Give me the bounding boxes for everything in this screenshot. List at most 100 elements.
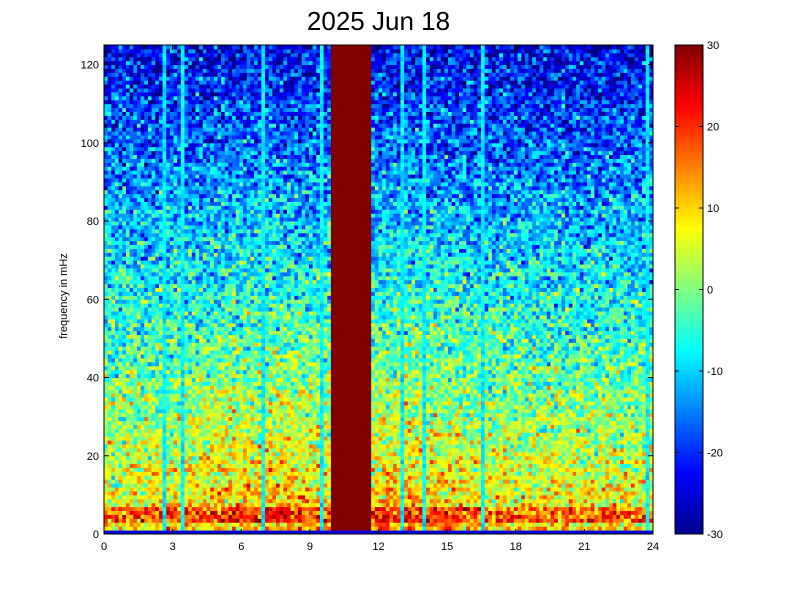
heatmap-cell (133, 381, 138, 386)
heatmap-cell (228, 178, 233, 183)
heatmap-cell (228, 154, 233, 159)
heatmap-cell (213, 181, 218, 187)
heatmap-cell (118, 68, 123, 73)
heatmap-cell (221, 393, 226, 398)
heatmap-cell (162, 84, 167, 89)
heatmap-cell (188, 354, 193, 359)
heatmap-cell (213, 467, 218, 472)
heatmap-cell (232, 463, 237, 468)
heatmap-cell (191, 217, 196, 222)
heatmap-cell (246, 432, 251, 437)
heatmap-cell (184, 228, 189, 234)
heatmap-cell (162, 416, 167, 422)
heatmap-cell (111, 244, 116, 249)
heatmap-cell (169, 498, 175, 504)
heatmap-cell (210, 80, 215, 85)
heatmap-cell (173, 209, 178, 214)
heatmap-cell (122, 60, 127, 66)
heatmap-cell (104, 330, 109, 335)
heatmap-cell (228, 213, 233, 218)
heatmap-cell (180, 291, 186, 296)
heatmap-cell (114, 455, 120, 461)
heatmap-cell (169, 350, 175, 355)
heatmap-cell (235, 440, 240, 445)
heatmap-cell (206, 432, 211, 437)
heatmap-cell (111, 84, 116, 89)
heatmap-cell (169, 88, 175, 93)
heatmap-cell (206, 170, 211, 175)
heatmap-cell (188, 260, 193, 265)
heatmap-cell (158, 52, 164, 58)
heatmap-cell (235, 377, 240, 382)
heatmap-cell (184, 408, 189, 414)
heatmap-cell (224, 412, 229, 418)
heatmap-cell (202, 483, 207, 488)
heatmap-cell (169, 76, 175, 81)
heatmap-cell (125, 221, 131, 226)
heatmap-cell (136, 365, 142, 371)
heatmap-cell (217, 88, 222, 93)
heatmap-cell (195, 404, 200, 410)
heatmap-cell (169, 95, 175, 101)
heatmap-cell (221, 530, 226, 535)
heatmap-cell (206, 189, 211, 195)
heatmap-cell (169, 91, 175, 97)
heatmap-cell (173, 95, 178, 101)
heatmap-cell (177, 455, 182, 461)
heatmap-cell (210, 76, 215, 81)
heatmap-cell (243, 111, 248, 116)
heatmap-cell (217, 221, 222, 226)
heatmap-cell (125, 326, 131, 332)
heatmap-cell (144, 467, 149, 472)
heatmap-cell (147, 256, 153, 261)
heatmap-cell (166, 99, 171, 105)
heatmap-cell (166, 166, 171, 171)
heatmap-cell (202, 475, 207, 480)
heatmap-cell (206, 275, 211, 281)
heatmap-cell (107, 283, 112, 289)
heatmap-cell (114, 400, 120, 406)
heatmap-cell (147, 228, 153, 234)
heatmap-cell (169, 248, 175, 253)
heatmap-cell (199, 107, 204, 112)
heatmap-cell (125, 142, 131, 148)
heatmap-cell (188, 408, 193, 414)
heatmap-cell (177, 111, 182, 116)
heatmap-cell (151, 365, 156, 371)
heatmap-cell (104, 99, 109, 105)
heatmap-cell (243, 475, 248, 480)
heatmap-cell (125, 154, 131, 159)
heatmap-cell (195, 209, 200, 214)
heatmap-cell (166, 393, 171, 398)
heatmap-cell (202, 80, 207, 85)
heatmap-cell (239, 221, 244, 226)
heatmap-cell (210, 197, 215, 202)
heatmap-cell (158, 490, 164, 496)
heatmap-cell (104, 361, 109, 367)
heatmap-cell (177, 193, 182, 199)
heatmap-cell (118, 142, 123, 148)
heatmap-cell (162, 498, 167, 504)
heatmap-cell (232, 60, 237, 66)
heatmap-cell (136, 455, 142, 461)
heatmap-cell (191, 185, 196, 191)
heatmap-cell (122, 178, 127, 183)
heatmap-cell (147, 318, 153, 324)
heatmap-cell (210, 178, 215, 183)
heatmap-cell (206, 365, 211, 371)
heatmap-cell (243, 134, 248, 140)
heatmap-cell (228, 64, 233, 69)
heatmap-cell (162, 283, 167, 289)
heatmap-cell (144, 72, 149, 77)
heatmap-cell (151, 502, 156, 508)
heatmap-cell (114, 224, 120, 230)
heatmap-cell (239, 522, 244, 527)
heatmap-cell (147, 91, 153, 97)
heatmap-cell (118, 45, 123, 50)
heatmap-cell (158, 291, 164, 296)
heatmap-cell (118, 490, 123, 496)
heatmap-cell (111, 318, 116, 324)
heatmap-cell (125, 45, 131, 50)
heatmap-cell (158, 322, 164, 328)
heatmap-cell (235, 342, 240, 347)
